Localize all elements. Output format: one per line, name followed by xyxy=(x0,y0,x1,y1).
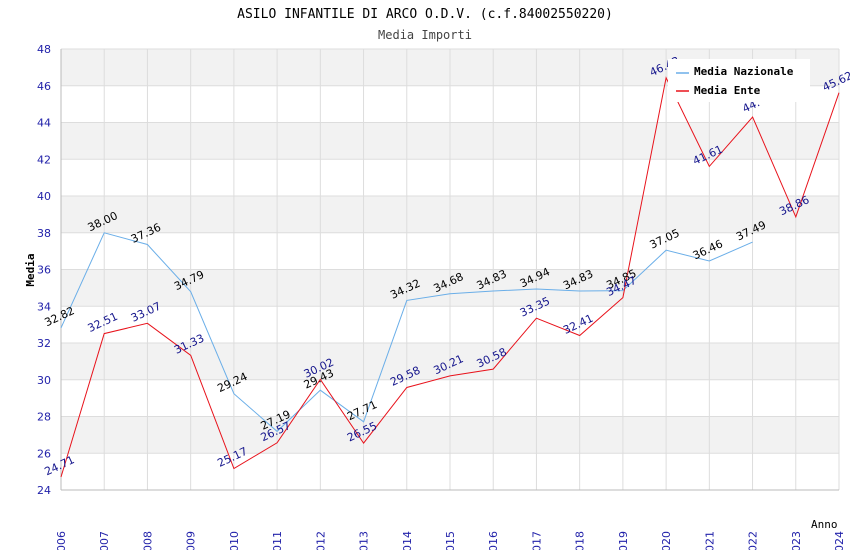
legend-box xyxy=(668,59,810,102)
chart-subtitle: Media Importi xyxy=(378,28,472,42)
x-tick-label: 2007 xyxy=(98,531,111,550)
legend-label-media-ente: Media Ente xyxy=(694,84,761,97)
data-label: 36.46 xyxy=(691,237,725,262)
x-tick-label: 2019 xyxy=(617,531,630,550)
series-line-media-nazionale xyxy=(60,232,753,433)
y-tick-label: 30 xyxy=(37,374,51,387)
y-tick-label: 42 xyxy=(37,153,51,166)
y-tick-label: 24 xyxy=(37,484,51,497)
y-tick-label: 26 xyxy=(37,447,51,460)
x-tick-label: 2020 xyxy=(660,531,673,550)
series-lines xyxy=(60,76,840,478)
x-tick-label: 2006 xyxy=(55,531,68,550)
x-tick-label: 2012 xyxy=(314,531,327,550)
y-tick-label: 32 xyxy=(37,337,51,350)
x-tick-label: 2008 xyxy=(141,531,154,550)
legend-label-media-nazionale: Media Nazionale xyxy=(694,65,794,78)
x-tick-label: 2018 xyxy=(574,531,587,550)
x-tick-label: 2013 xyxy=(358,531,371,550)
x-tick-label: 2016 xyxy=(487,531,500,550)
x-tick-label: 2015 xyxy=(444,531,457,550)
y-tick-label: 46 xyxy=(37,80,51,93)
x-axis-label: Anno xyxy=(811,518,838,531)
y-tick-label: 34 xyxy=(37,300,51,313)
gridlines xyxy=(60,48,840,491)
y-tick-label: 28 xyxy=(37,411,51,424)
y-tick-label: 44 xyxy=(37,117,51,130)
y-tick-label: 36 xyxy=(37,264,51,277)
y-tick-label: 40 xyxy=(37,190,51,203)
x-tick-label: 2023 xyxy=(790,531,803,550)
x-tick-label: 2009 xyxy=(185,531,198,550)
x-tick-label: 2021 xyxy=(703,531,716,550)
x-tick-label: 2017 xyxy=(530,531,543,550)
x-tick-labels: 2006 2007 2008 2009 2010 2011 2012 2013 2014 2015… xyxy=(55,531,846,550)
axes xyxy=(60,49,839,491)
y-tick-label: 38 xyxy=(37,227,51,240)
chart-title: ASILO INFANTILE DI ARCO O.D.V. (c.f.8400… xyxy=(237,7,613,22)
y-tick-label: 48 xyxy=(37,43,51,56)
y-axis-label: Media xyxy=(24,253,37,286)
x-tick-label: 2024 xyxy=(833,531,846,550)
x-tick-label: 2014 xyxy=(401,531,414,550)
data-label: 32.41 xyxy=(561,312,595,337)
x-tick-label: 2011 xyxy=(271,531,284,550)
x-tick-label: 2010 xyxy=(228,531,241,550)
legend: Media Nazionale Media Ente xyxy=(668,59,810,102)
x-tick-label: 2022 xyxy=(747,531,760,550)
y-tick-labels: 24 26 28 30 32 34 36 38 40 42 44 46 48 xyxy=(37,43,51,497)
series-line-media-ente xyxy=(60,76,840,478)
